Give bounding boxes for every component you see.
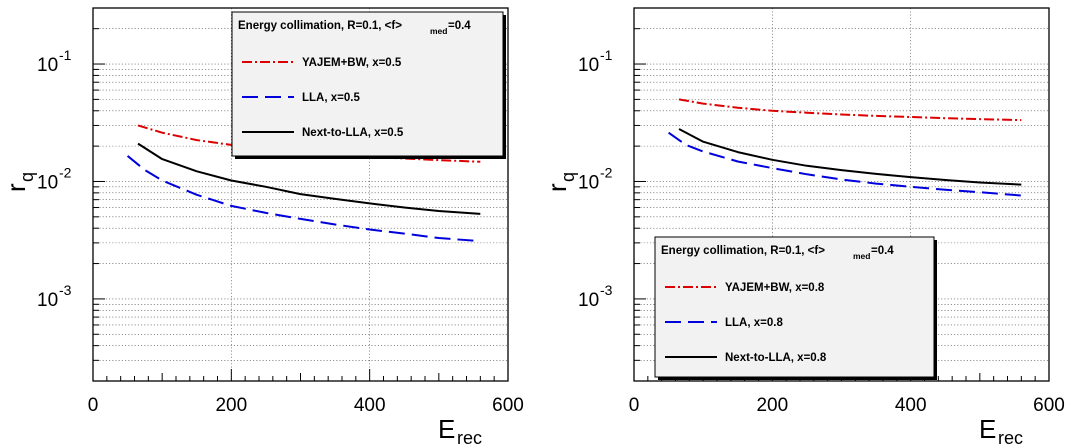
series-line-1 <box>678 98 1022 122</box>
legend-entry-label: Next-to-LLA, x=0.5 <box>302 127 404 139</box>
legend-title-tail: =0.4 <box>448 20 471 32</box>
legend: Energy collimation, R=0.1, <f> med =0.4 YAJ… <box>231 11 506 159</box>
y-axis-label-sub: q <box>558 172 578 182</box>
legend-title: Energy collimation, R=0.1, <f> <box>238 20 402 32</box>
legend-box <box>654 236 935 378</box>
x-tick-label: 400 <box>354 395 386 416</box>
y-tick-label-exponent: -1 <box>59 47 72 63</box>
legend-entry-label: YAJEM+BW, x=0.8 <box>725 282 825 294</box>
legend-entry-label: YAJEM+BW, x=0.5 <box>302 57 402 69</box>
y-tick-label-exponent: -3 <box>59 282 72 298</box>
y-tick-label-exponent: -3 <box>600 282 613 298</box>
x-tick-label: 0 <box>629 395 640 416</box>
series-line-3 <box>678 128 1022 186</box>
legend-title-sub: med <box>853 251 870 261</box>
series-line-2 <box>126 155 481 243</box>
legend: Energy collimation, R=0.1, <f> med =0.4 YAJ… <box>654 236 937 380</box>
y-axis-label: r <box>1 183 31 192</box>
y-axis-label: r <box>542 183 572 192</box>
series-group <box>668 98 1022 197</box>
legend-title: Energy collimation, R=0.1, <f> <box>661 245 825 257</box>
x-axis-label: E <box>438 414 455 444</box>
x-tick-label: 200 <box>215 395 247 416</box>
legend-title-tail: =0.4 <box>871 245 894 257</box>
x-tick-label: 400 <box>895 395 927 416</box>
y-axis-label-sub: q <box>17 172 37 182</box>
x-tick-label: 600 <box>492 395 524 416</box>
x-axis-label-sub: rec <box>998 428 1023 447</box>
series-line-3 <box>137 142 481 215</box>
y-tick-label-exponent: -1 <box>600 47 613 63</box>
legend-entry-label: Next-to-LLA, x=0.8 <box>725 352 827 364</box>
x-tick-label: 600 <box>1033 395 1065 416</box>
y-tick-label-base: 10 <box>578 172 599 193</box>
legend-entry-label: LLA, x=0.5 <box>302 92 360 104</box>
plot-frame <box>633 7 1050 382</box>
x-tick-label: 200 <box>756 395 788 416</box>
x-axis-label-sub: rec <box>457 428 482 447</box>
y-tick-label-base: 10 <box>37 55 58 76</box>
y-tick-label-base: 10 <box>578 290 599 311</box>
legend-title-sub: med <box>430 26 447 36</box>
y-tick-label-base: 10 <box>37 290 58 311</box>
y-tick-label-exponent: -2 <box>59 164 72 180</box>
y-tick-label-base: 10 <box>578 55 599 76</box>
x-tick-label: 0 <box>88 395 99 416</box>
y-axis-label-group: rq <box>542 172 578 192</box>
y-tick-label-exponent: -2 <box>600 164 613 180</box>
x-axis-label: E <box>979 414 996 444</box>
series-line-2 <box>668 131 1022 197</box>
legend-entry-label: LLA, x=0.8 <box>725 317 783 329</box>
y-axis-label-group: rq <box>1 172 37 192</box>
plot-frame <box>92 7 509 382</box>
y-tick-label-base: 10 <box>37 172 58 193</box>
